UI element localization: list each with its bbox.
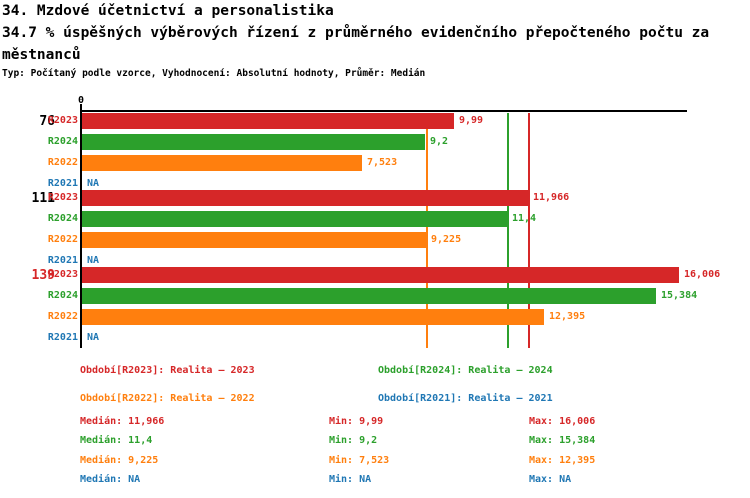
chart-subtitle: Typ: Počítaný podle vzorce, Vyhodnocení:… — [2, 68, 426, 79]
bar-value-label: 9,225 — [431, 234, 462, 245]
legend-item-r2024: Období[R2024]: Realita – 2024 — [378, 365, 553, 376]
bar — [82, 155, 362, 171]
stat-max-r2024: Max: 15,384 — [529, 435, 596, 446]
legend-item-r2023: Období[R2023]: Realita – 2023 — [80, 365, 255, 376]
bar-value-label: 7,523 — [367, 157, 398, 168]
stat-min-r2023: Min: 9,99 — [329, 416, 384, 427]
bar-value-label: 11,966 — [533, 192, 570, 203]
bar-row: R2022 9,225 — [0, 232, 750, 249]
stat-median-r2022: Medián: 9,225 — [80, 455, 159, 466]
bar-row: R2021 NA — [0, 176, 750, 193]
median-line-r2022 — [426, 113, 428, 348]
bar-value-label: 9,2 — [430, 136, 449, 147]
bar — [82, 267, 679, 283]
group-label: 111 — [31, 191, 55, 206]
bar-row: R2024 11,4 — [0, 211, 750, 228]
chart-title-line1: 34.7 % úspěšných výběrových řízení z prů… — [2, 25, 710, 41]
series-label: R2021 — [47, 178, 78, 189]
stat-median-r2023: Medián: 11,966 — [80, 416, 165, 427]
series-label: R2022 — [47, 157, 78, 168]
bar — [82, 288, 656, 304]
series-label: R2023 — [47, 192, 78, 203]
stat-min-r2022: Min: 7,523 — [329, 455, 390, 466]
series-label: R2024 — [47, 213, 78, 224]
bar-row: R2021 NA — [0, 253, 750, 270]
bar — [82, 211, 507, 227]
x-axis-line — [81, 110, 687, 112]
bar-row: 139 R2023 16,006 — [0, 267, 750, 284]
bar-value-label: 12,395 — [549, 311, 586, 322]
group-label: 139 — [31, 268, 55, 283]
series-label: R2023 — [47, 269, 78, 280]
chart-title-line2: městnanců — [2, 47, 81, 63]
median-line-r2023 — [528, 113, 530, 348]
bar-row: 111 R2023 11,966 — [0, 190, 750, 207]
series-label: R2021 — [47, 332, 78, 343]
y-axis-line — [80, 104, 82, 348]
stat-max-r2023: Max: 16,006 — [529, 416, 596, 427]
bar-value-label: NA — [87, 255, 100, 266]
bar-row: R2024 9,2 — [0, 134, 750, 151]
bar-row: R2022 7,523 — [0, 155, 750, 172]
stat-max-r2022: Max: 12,395 — [529, 455, 596, 466]
stat-median-r2024: Medián: 11,4 — [80, 435, 153, 446]
series-label: R2021 — [47, 255, 78, 266]
page-title: 34. Mzdové účetnictví a personalistika — [2, 3, 334, 19]
bar-value-label: NA — [87, 332, 100, 343]
series-label: R2023 — [47, 115, 78, 126]
bar — [82, 190, 528, 206]
bar-value-label: 9,99 — [459, 115, 484, 126]
bar-value-label: 11,4 — [512, 213, 537, 224]
series-label: R2024 — [47, 136, 78, 147]
bar-value-label: 16,006 — [684, 269, 721, 280]
median-line-r2024 — [507, 113, 509, 348]
group-label: 76 — [39, 114, 55, 129]
legend-item-r2021: Období[R2021]: Realita – 2021 — [378, 393, 553, 404]
series-label: R2022 — [47, 234, 78, 245]
bar — [82, 113, 454, 129]
series-label: R2022 — [47, 311, 78, 322]
legend-item-r2022: Období[R2022]: Realita – 2022 — [80, 393, 255, 404]
bar-row: R2024 15,384 — [0, 288, 750, 305]
stat-max-r2021: Max: NA — [529, 474, 572, 485]
stat-min-r2024: Min: 9,2 — [329, 435, 378, 446]
bar — [82, 309, 544, 325]
bar — [82, 232, 426, 248]
stat-median-r2021: Medián: NA — [80, 474, 141, 485]
bar-row: R2022 12,395 — [0, 309, 750, 326]
bar-value-label: 15,384 — [661, 290, 698, 301]
series-label: R2024 — [47, 290, 78, 301]
x-axis-tick-label-zero: 0 — [77, 95, 85, 106]
bar-row: R2021 NA — [0, 330, 750, 347]
stat-min-r2021: Min: NA — [329, 474, 372, 485]
bar-row: 76 R2023 9,99 — [0, 113, 750, 130]
bar — [82, 134, 425, 150]
bar-value-label: NA — [87, 178, 100, 189]
